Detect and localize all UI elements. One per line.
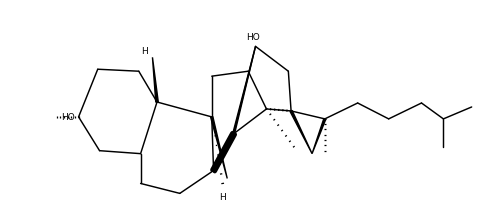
Polygon shape bbox=[210, 117, 227, 179]
Polygon shape bbox=[290, 111, 312, 154]
Polygon shape bbox=[152, 58, 158, 103]
Text: H: H bbox=[219, 192, 226, 201]
Polygon shape bbox=[312, 119, 326, 154]
Polygon shape bbox=[233, 47, 256, 134]
Text: HO: HO bbox=[246, 33, 260, 42]
Text: HO: HO bbox=[61, 113, 75, 122]
Text: H: H bbox=[141, 47, 148, 56]
